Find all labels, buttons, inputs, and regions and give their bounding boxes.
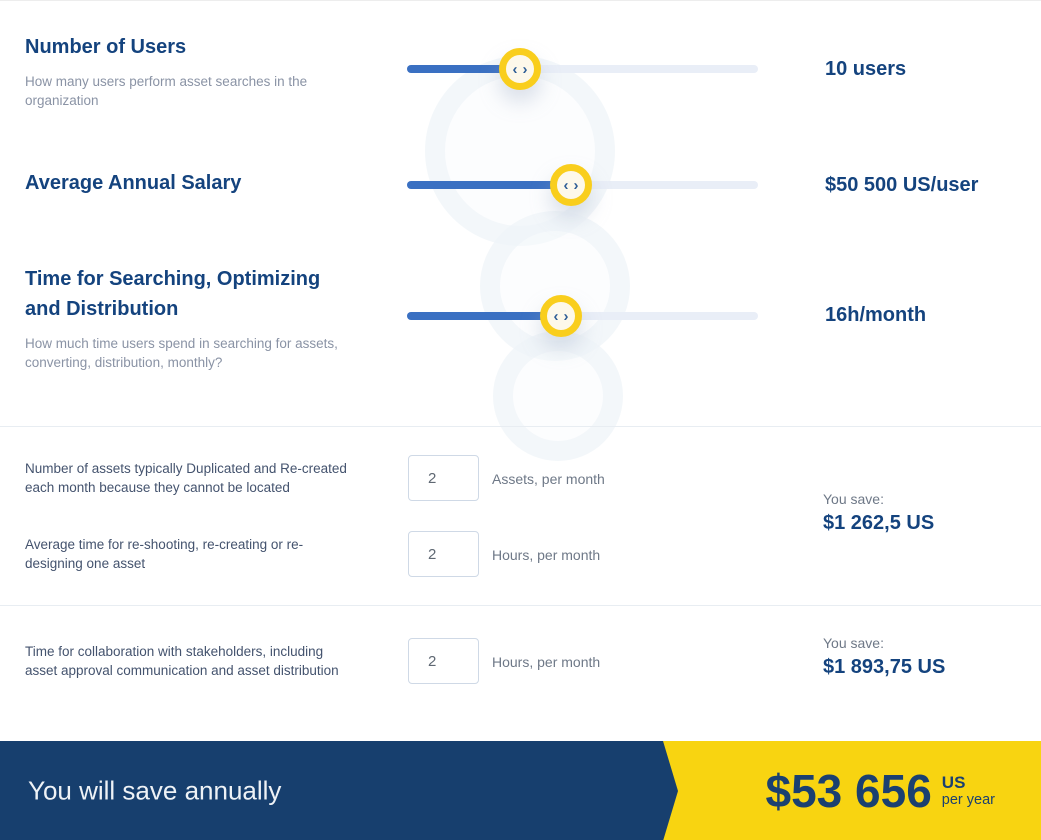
time-value: 16h/month xyxy=(825,304,927,326)
salary-slider-handle[interactable]: ‹ › xyxy=(550,164,592,206)
annual-savings-amount: $53 656 xyxy=(765,765,932,817)
annual-savings-unit-stack: US per year xyxy=(942,773,995,809)
you-save-label: You save: xyxy=(823,491,884,507)
reshooting-time-unit: Hours, per month xyxy=(492,547,601,563)
duplicated-assets-input[interactable] xyxy=(408,455,479,501)
reshooting-time-input[interactable] xyxy=(408,531,479,577)
reshooting-time-label: Average time for re-shooting, re-creatin… xyxy=(25,537,304,571)
slider-title-time-searching: Time for Searching, Optimizing and Distr… xyxy=(25,268,321,320)
you-save-amount: $1 893,75 US xyxy=(823,656,946,678)
slider-description-number-of-users: How many users perform asset searches in… xyxy=(25,74,308,108)
salary-value: $50 500 US/user xyxy=(825,174,979,196)
annual-savings-currency: US xyxy=(941,773,966,792)
decorative-ring xyxy=(493,331,623,461)
you-save-amount: $1 262,5 US xyxy=(823,512,935,534)
users-value: 10 users xyxy=(825,58,907,80)
you-save-label: You save: xyxy=(823,635,884,651)
time-slider-handle[interactable]: ‹ › xyxy=(540,295,582,337)
users-slider-handle[interactable]: ‹ › xyxy=(499,48,541,90)
chevron-left-icon: ‹ xyxy=(563,176,569,194)
time-slider-fill xyxy=(407,312,561,320)
duplicated-assets-unit: Assets, per month xyxy=(492,471,605,487)
slider-title-average-annual-salary: Average Annual Salary xyxy=(25,172,242,194)
chevron-right-icon: › xyxy=(563,307,569,325)
chevron-right-icon: › xyxy=(573,176,579,194)
section-divider xyxy=(0,605,1041,606)
annual-savings-amount-group: $53 656 US per year xyxy=(766,768,995,814)
salary-slider-fill xyxy=(407,181,571,189)
annual-savings-bar: You will save annually $53 656 US per ye… xyxy=(0,741,1041,840)
annual-savings-arrow-panel xyxy=(0,741,678,840)
chevron-left-icon: ‹ xyxy=(553,307,559,325)
slider-title-number-of-users: Number of Users xyxy=(25,36,187,58)
slider-description-time-searching: How much time users spend in searching f… xyxy=(25,336,338,370)
annual-savings-period: per year xyxy=(941,792,995,808)
annual-savings-label: You will save annually xyxy=(28,775,282,806)
chevron-right-icon: › xyxy=(522,60,528,78)
time-slider-track[interactable]: ‹ › xyxy=(407,295,758,337)
collaboration-time-input[interactable] xyxy=(408,638,479,684)
users-slider-fill xyxy=(407,65,520,73)
section-divider xyxy=(0,426,1041,427)
collaboration-time-label: Time for collaboration with stakeholders… xyxy=(25,644,339,678)
chevron-left-icon: ‹ xyxy=(512,60,518,78)
duplicated-assets-label: Number of assets typically Duplicated an… xyxy=(25,461,347,495)
collaboration-time-unit: Hours, per month xyxy=(492,654,601,670)
users-slider-track[interactable]: ‹ › xyxy=(407,48,758,90)
salary-slider-track[interactable]: ‹ › xyxy=(407,164,758,206)
